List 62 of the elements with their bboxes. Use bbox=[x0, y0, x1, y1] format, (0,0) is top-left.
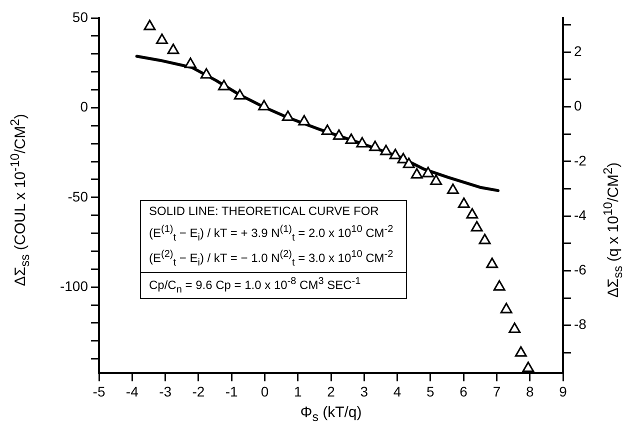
point bbox=[430, 174, 442, 186]
point bbox=[345, 133, 358, 144]
point bbox=[184, 57, 196, 68]
x-tick-label: -5 bbox=[92, 383, 106, 400]
point bbox=[466, 208, 478, 219]
y-tick-label: -100 bbox=[60, 278, 88, 294]
point bbox=[298, 114, 310, 126]
point bbox=[144, 20, 156, 30]
point bbox=[486, 258, 498, 268]
x-tick-label: -1 bbox=[225, 383, 238, 400]
annotation: SOLID LINE: THEORETICAL CURVE FOR bbox=[148, 203, 380, 220]
y2-tick-label: 2 bbox=[574, 43, 582, 60]
y2-tick-label: -4 bbox=[574, 206, 587, 223]
x-tick-label: 9 bbox=[559, 383, 568, 400]
text: (E$^{(2)}$$_{t}$ − E$_{i}$) / kT = − 1.0 N$^{(2)}$$_{t}$ = 3.0 x 10$^{10}$ CM$^{-2}$ bbox=[149, 249, 394, 269]
x-tick-label: 1 bbox=[294, 383, 302, 400]
annotation: Cp/C$_{n}$ = 9.6 Cp = 1.0 x 10$^{-8}$ CM$^{3}$ SEC$^{-1}$ bbox=[141, 272, 406, 298]
y2-tick-label: -8 bbox=[574, 316, 587, 332]
x-tick-label: 0 bbox=[260, 383, 269, 400]
point bbox=[522, 362, 534, 372]
x-tick-label: 5 bbox=[426, 383, 435, 400]
y-tick-label: -50 bbox=[68, 188, 88, 204]
point bbox=[321, 124, 334, 135]
point bbox=[356, 136, 368, 148]
y2-tick-label: 0 bbox=[574, 98, 582, 114]
point bbox=[167, 43, 180, 54]
point bbox=[369, 140, 382, 152]
point bbox=[156, 33, 168, 44]
point bbox=[200, 68, 212, 79]
x-tick-label: 4 bbox=[393, 383, 402, 400]
y-tick-label: 50 bbox=[72, 8, 88, 25]
x-tick-label: 3 bbox=[360, 383, 368, 400]
point bbox=[508, 322, 521, 334]
x-axis-title: Φ$_{s}$ (kT/q) bbox=[299, 404, 363, 424]
point bbox=[446, 183, 459, 194]
x-tick-label: -2 bbox=[192, 383, 205, 400]
point bbox=[332, 129, 345, 140]
y2-tick-label: -6 bbox=[574, 262, 587, 278]
point bbox=[470, 220, 483, 232]
x-tick-label: -3 bbox=[159, 383, 172, 400]
point bbox=[422, 166, 434, 178]
point bbox=[514, 346, 527, 357]
point bbox=[493, 280, 506, 291]
y2-tick-label: -2 bbox=[574, 152, 587, 168]
text: (E$^{(1)}$$_{t}$ − E$_{i}$) / kT = + 3.9 N$^{(1)}$$_{t}$ = 2.0 x 10$^{10}$ CM$^{-2}$ bbox=[149, 224, 394, 244]
x-tick-label: -4 bbox=[126, 383, 139, 400]
point bbox=[402, 158, 415, 168]
point bbox=[389, 148, 402, 160]
y-tick-label: 0 bbox=[80, 98, 88, 115]
point bbox=[458, 197, 470, 208]
point bbox=[282, 110, 294, 122]
x-tick-label: 7 bbox=[492, 383, 501, 400]
point bbox=[234, 89, 246, 100]
point bbox=[380, 144, 392, 156]
point bbox=[500, 302, 512, 314]
x-tick-label: 6 bbox=[460, 383, 468, 400]
point bbox=[478, 234, 491, 244]
point bbox=[218, 80, 230, 90]
x-tick-label: 8 bbox=[526, 383, 534, 400]
point bbox=[410, 168, 423, 179]
point bbox=[258, 100, 270, 110]
x-tick-label: 2 bbox=[327, 383, 336, 400]
